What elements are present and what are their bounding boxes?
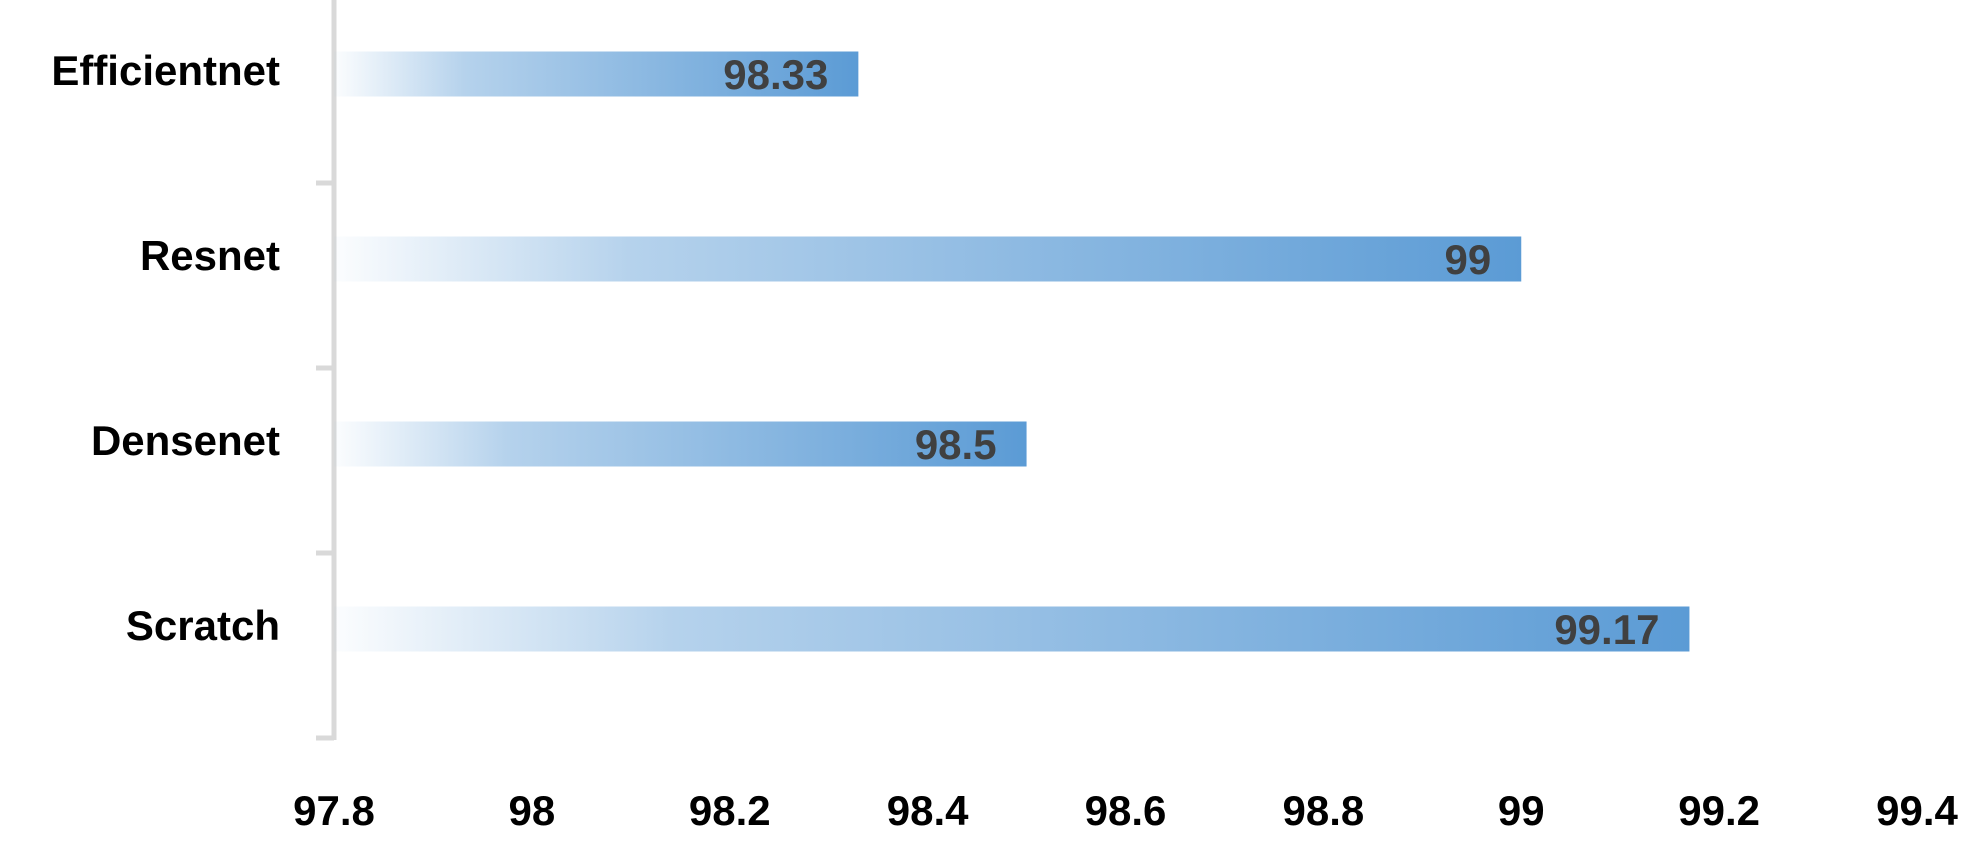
- bar: [334, 606, 1690, 652]
- x-tick-label: 98: [509, 787, 556, 834]
- x-tick-label: 98.6: [1085, 787, 1167, 834]
- data-label: 98.33: [723, 51, 828, 98]
- y-tick-label: Efficientnet: [51, 47, 280, 94]
- x-tick-label: 98.2: [689, 787, 771, 834]
- x-tick-label: 99: [1498, 787, 1545, 834]
- data-label: 99: [1445, 236, 1492, 283]
- x-tick-label: 99.2: [1678, 787, 1760, 834]
- data-label: 99.17: [1554, 606, 1659, 653]
- bar: [334, 236, 1522, 282]
- y-tick-label: Densenet: [91, 417, 280, 464]
- x-tick-label: 97.8: [293, 787, 375, 834]
- x-tick-label: 98.4: [887, 787, 969, 834]
- bar: [334, 51, 859, 97]
- x-tick-label: 99.4: [1876, 787, 1958, 834]
- y-tick-label: Resnet: [140, 232, 280, 279]
- data-label: 98.5: [915, 421, 997, 468]
- bar: [334, 421, 1027, 467]
- x-tick-label: 98.8: [1283, 787, 1365, 834]
- y-tick-label: Scratch: [126, 602, 280, 649]
